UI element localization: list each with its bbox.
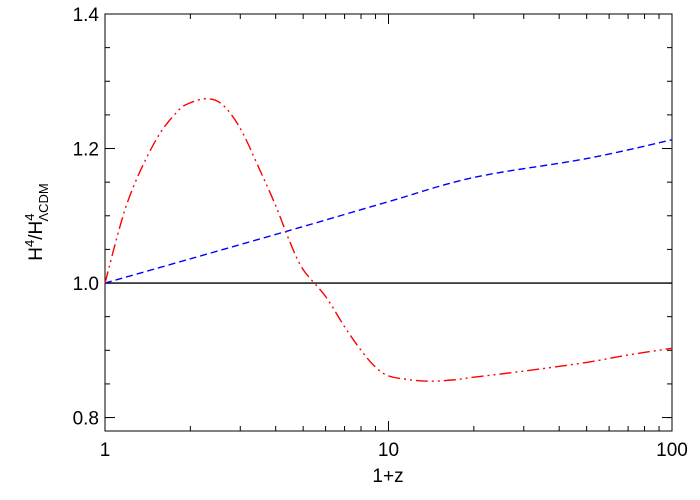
y-tick-label: 0.8 [73,409,99,430]
series-line-1 [104,139,673,284]
y-tick-label: 1.4 [73,5,100,26]
plot-frame [104,13,673,432]
x-axis-label: 1+z [372,466,403,487]
series-line-2 [104,98,673,382]
y-tick-label: 1.0 [73,274,99,295]
y-tick-label: 1.2 [73,140,99,161]
x-tick-label: 1 [100,440,111,461]
x-tick-label: 100 [656,440,688,461]
y-axis-label: H4/H4ΛCDM [22,183,51,261]
x-tick-label: 10 [378,440,399,461]
